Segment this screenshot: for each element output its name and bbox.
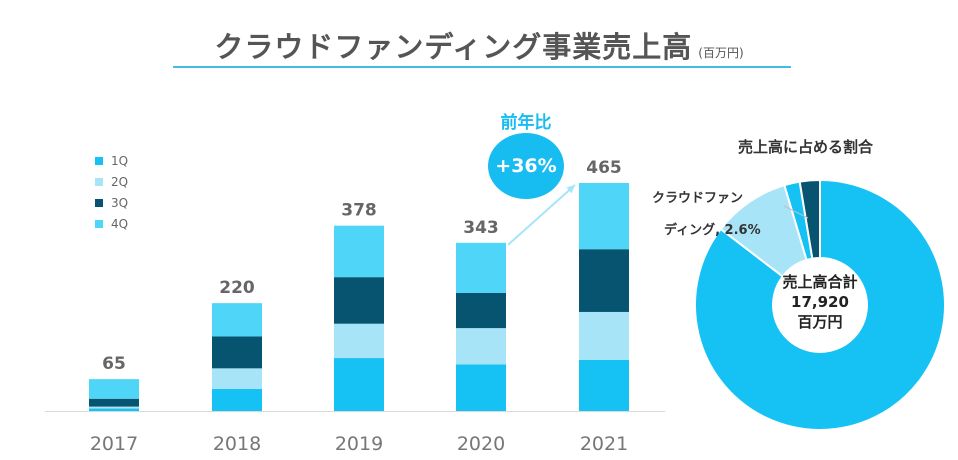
legend-item-2q: 2Q (95, 171, 128, 192)
bar-2018-3q (212, 336, 262, 369)
bar-2019-4q (334, 225, 384, 278)
x-tick-label-2018: 2018 (213, 433, 261, 455)
legend-item-1q: 1Q (95, 150, 128, 171)
growth-arrow-line (507, 184, 576, 246)
bar-2020-2q (456, 328, 506, 365)
donut-center-text: 売上高合計 17,920 百万円 (760, 272, 880, 332)
bar-2021-3q (579, 249, 629, 312)
donut-slice-crowdfunding (798, 178, 821, 260)
legend-swatch-4q (95, 219, 103, 228)
legend-swatch-1q (95, 156, 103, 165)
total-label-2020: 343 (463, 218, 499, 238)
title-underline (173, 66, 791, 68)
title-text: クラウドファンディング事業売上高 (214, 30, 693, 64)
x-tick-label-2019: 2019 (335, 433, 383, 455)
center-line-3: 百万円 (797, 313, 843, 331)
bar-2017-3q (89, 398, 139, 407)
bar-2018-1q (212, 388, 262, 411)
bar-2019-3q (334, 277, 384, 324)
legend-swatch-2q (95, 177, 103, 186)
bar-2018-4q (212, 303, 262, 337)
legend-item-4q: 4Q (95, 213, 128, 234)
yoy-label: 前年比 (500, 113, 552, 133)
total-label-2017: 65 (102, 354, 126, 374)
slice-leader-line (783, 205, 809, 219)
yoy-bubble: +36% (488, 133, 564, 199)
total-label-2021: 465 (586, 158, 622, 178)
growth-arrow-head (566, 185, 575, 194)
bar-2020-1q (456, 364, 506, 411)
center-line-2: 17,920 (791, 293, 849, 311)
legend-swatch-3q (95, 198, 103, 207)
share-title: 売上高に占める割合 (738, 138, 874, 156)
slice-label-line-2: ディング, 2.6% (664, 223, 761, 238)
yoy-value: +36% (495, 155, 557, 177)
bar-2020-3q (456, 292, 506, 329)
bar-2021-2q (579, 311, 629, 361)
x-tick-label-2017: 2017 (90, 433, 138, 455)
x-tick-label-2021: 2021 (580, 433, 628, 455)
legend: 1Q 2Q 3Q 4Q (95, 150, 128, 234)
bar-2017-4q (89, 379, 139, 399)
bar-2017-1q (89, 408, 139, 411)
bar-2017-2q (89, 406, 139, 409)
legend-label-2q: 2Q (111, 174, 129, 189)
title-unit: (百万円) (698, 46, 744, 60)
total-label-2019: 378 (341, 201, 377, 221)
legend-item-3q: 3Q (95, 192, 128, 213)
legend-label-3q: 3Q (111, 195, 129, 210)
chart-title: クラウドファンディング事業売上高 (百万円) (0, 24, 958, 66)
total-label-2018: 220 (219, 278, 255, 298)
bar-2021-1q (579, 360, 629, 411)
bar-2020-4q (456, 242, 506, 293)
bar-2019-1q (334, 358, 384, 411)
x-tick-label-2020: 2020 (457, 433, 505, 455)
bar-2021-4q (579, 183, 629, 250)
donut-slice-other (694, 178, 946, 431)
bar-2019-2q (334, 323, 384, 359)
bar-2018-2q (212, 368, 262, 389)
slice-label-line-1: クラウドファン (652, 191, 744, 206)
legend-label-4q: 4Q (111, 216, 129, 231)
center-line-1: 売上高合計 (782, 273, 858, 291)
legend-label-1q: 1Q (111, 153, 129, 168)
